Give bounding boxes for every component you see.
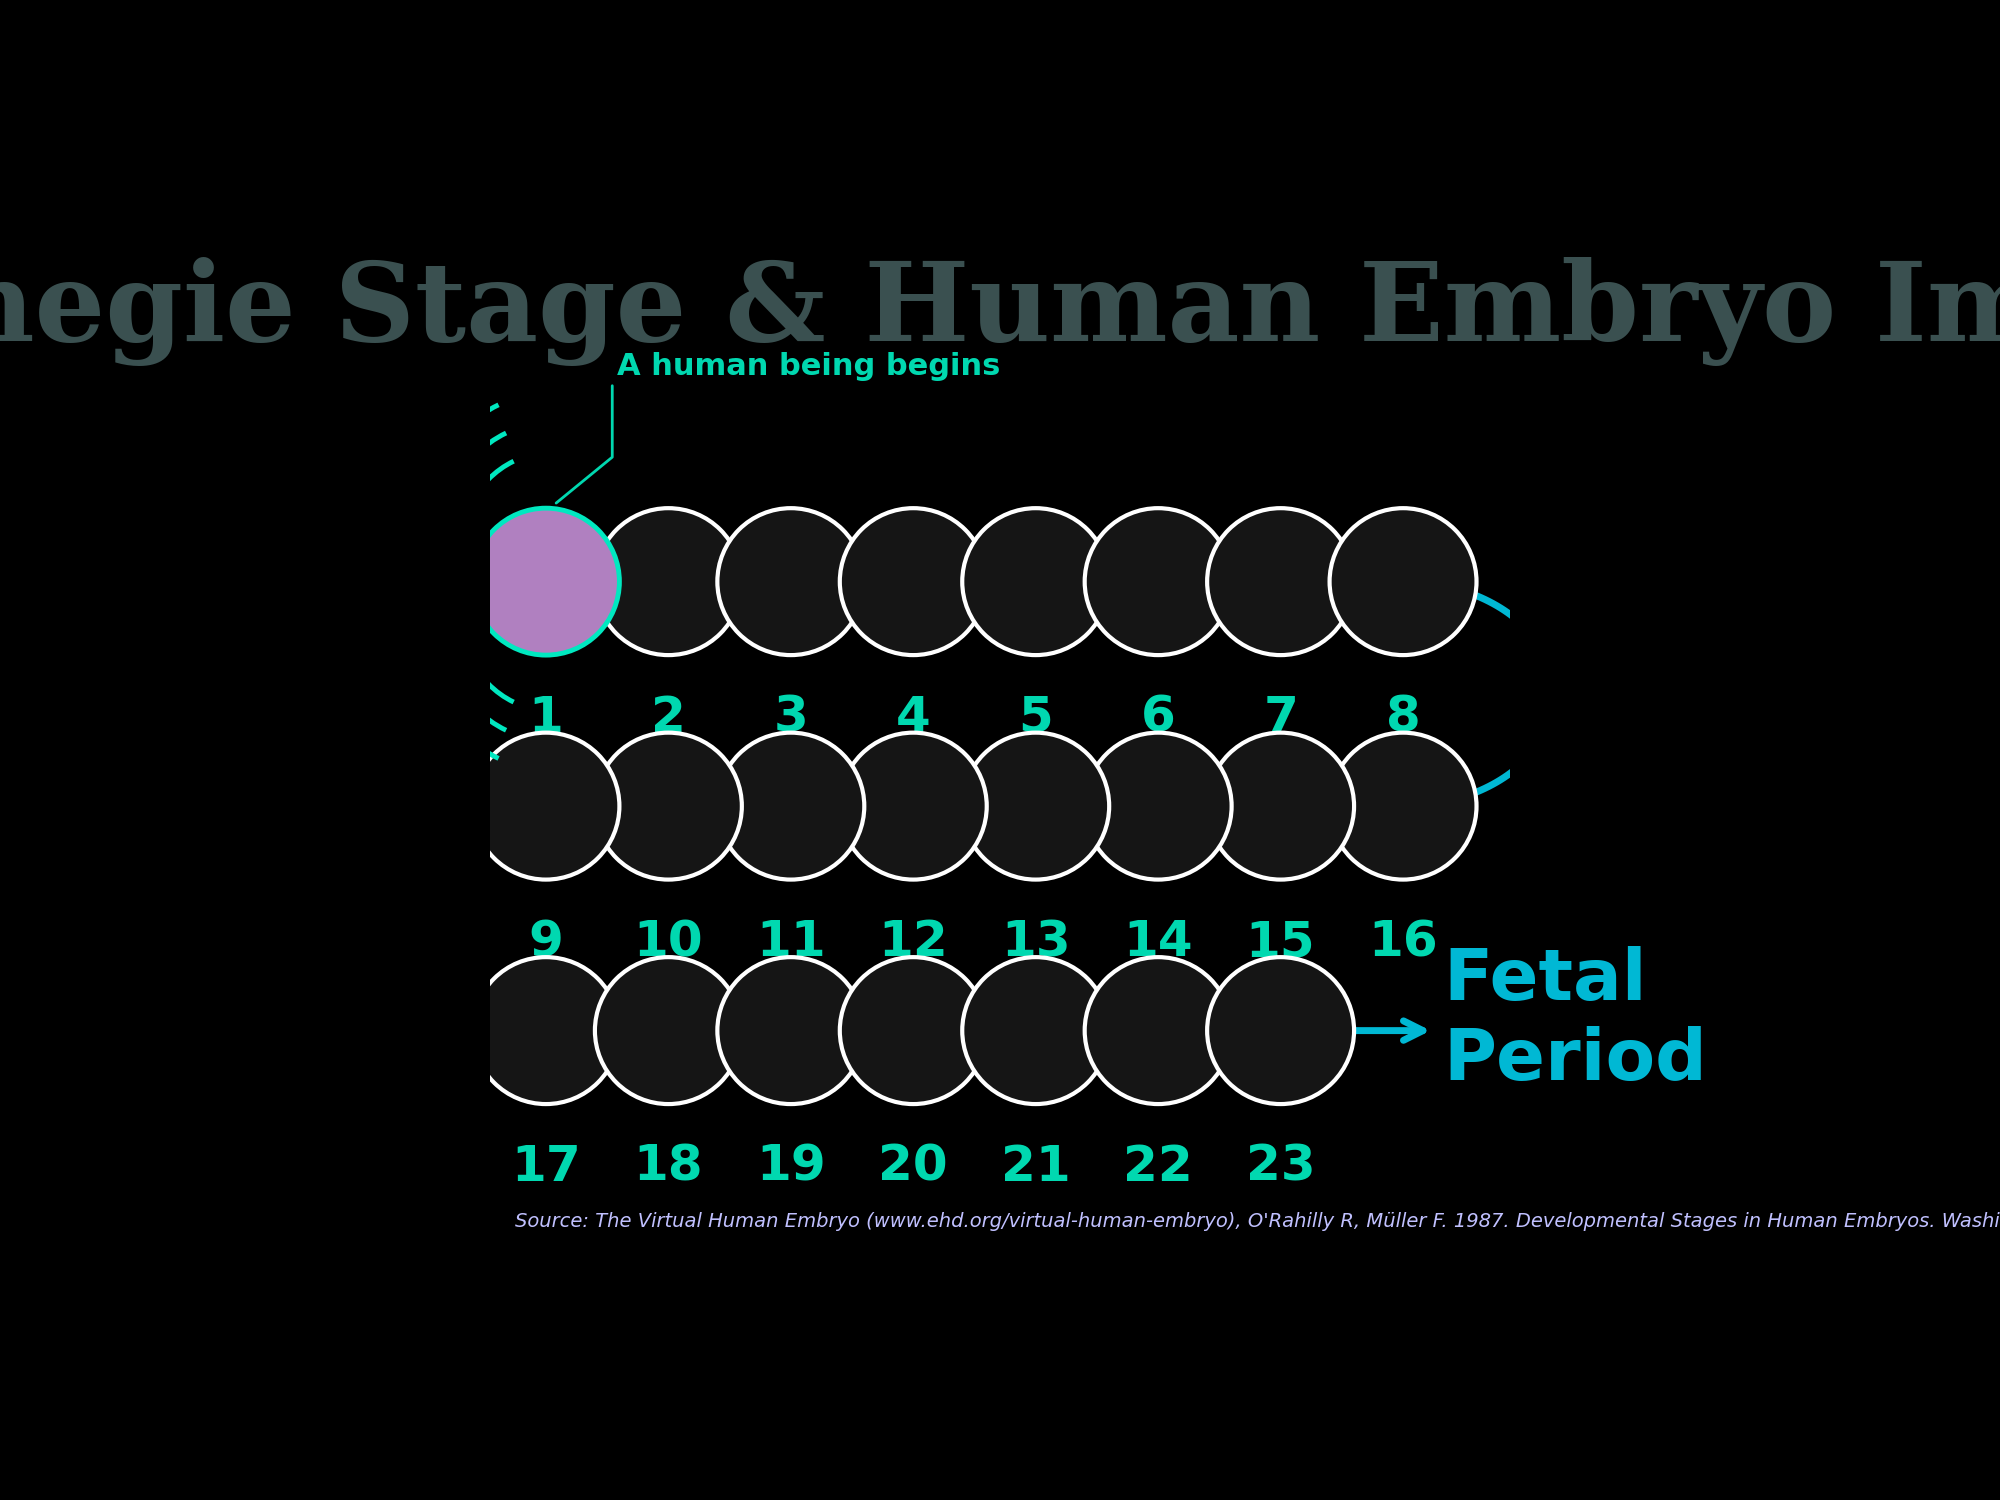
Circle shape — [1330, 732, 1476, 879]
Text: 2: 2 — [650, 694, 686, 742]
Circle shape — [718, 509, 864, 656]
Text: 12: 12 — [878, 918, 948, 966]
Text: 21: 21 — [1000, 1143, 1070, 1191]
Text: 16: 16 — [1368, 918, 1438, 966]
Circle shape — [840, 957, 986, 1104]
Text: 18: 18 — [634, 1143, 704, 1191]
Circle shape — [472, 509, 620, 656]
Text: 1: 1 — [528, 694, 564, 742]
Text: 23: 23 — [1246, 1143, 1316, 1191]
Text: 10: 10 — [634, 918, 704, 966]
Text: 11: 11 — [756, 918, 826, 966]
Text: Source: The Virtual Human Embryo (www.ehd.org/virtual-human-embryo), O'Rahilly R: Source: The Virtual Human Embryo (www.eh… — [516, 1212, 2000, 1231]
Text: Fetal
Period: Fetal Period — [1444, 946, 1708, 1095]
Text: 17: 17 — [512, 1143, 580, 1191]
Circle shape — [1330, 509, 1476, 656]
Text: 4: 4 — [896, 694, 930, 742]
Text: 20: 20 — [878, 1143, 948, 1191]
Text: 5: 5 — [1018, 694, 1054, 742]
Circle shape — [1084, 509, 1232, 656]
Circle shape — [1084, 957, 1232, 1104]
Text: A human being begins: A human being begins — [618, 351, 1000, 381]
Circle shape — [594, 509, 742, 656]
Text: 7: 7 — [1264, 694, 1298, 742]
Text: 6: 6 — [1140, 694, 1176, 742]
Text: Carnegie Stage & Human Embryo Image: Carnegie Stage & Human Embryo Image — [0, 256, 2000, 366]
Circle shape — [962, 732, 1110, 879]
Text: 22: 22 — [1124, 1143, 1194, 1191]
Circle shape — [840, 732, 986, 879]
Text: 19: 19 — [756, 1143, 826, 1191]
Text: 8: 8 — [1386, 694, 1420, 742]
Circle shape — [840, 509, 986, 656]
Circle shape — [962, 509, 1110, 656]
Text: 9: 9 — [528, 918, 564, 966]
Circle shape — [472, 732, 620, 879]
Circle shape — [718, 957, 864, 1104]
Circle shape — [1084, 732, 1232, 879]
Text: 14: 14 — [1124, 918, 1192, 966]
Circle shape — [1208, 732, 1354, 879]
Circle shape — [594, 957, 742, 1104]
Circle shape — [1208, 509, 1354, 656]
Circle shape — [472, 957, 620, 1104]
Circle shape — [1208, 957, 1354, 1104]
Circle shape — [594, 732, 742, 879]
Text: 3: 3 — [774, 694, 808, 742]
Text: 13: 13 — [1000, 918, 1070, 966]
Circle shape — [962, 957, 1110, 1104]
Text: 15: 15 — [1246, 918, 1316, 966]
Circle shape — [718, 732, 864, 879]
